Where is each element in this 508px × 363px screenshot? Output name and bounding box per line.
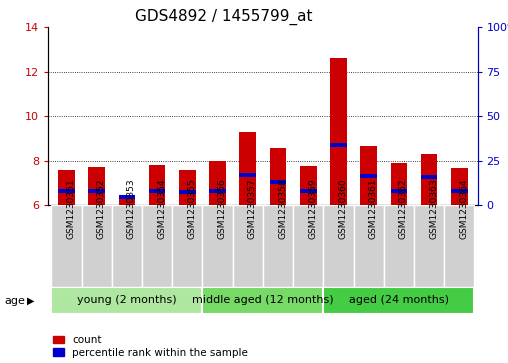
Bar [239, 173, 256, 177]
Bar [239, 132, 256, 205]
Bar [330, 143, 347, 147]
Bar [270, 148, 287, 205]
Bar [179, 190, 196, 194]
Bar [142, 205, 172, 287]
Bar [209, 189, 226, 193]
Bar [391, 189, 407, 193]
Bar [112, 205, 142, 287]
Legend: count, percentile rank within the sample: count, percentile rank within the sample [53, 335, 248, 358]
Text: GSM1230355: GSM1230355 [187, 179, 196, 240]
Text: GSM1230351: GSM1230351 [67, 179, 75, 240]
Bar [451, 189, 468, 193]
Bar [293, 205, 324, 287]
Bar [444, 205, 474, 287]
Bar [360, 146, 377, 205]
Text: GSM1230352: GSM1230352 [97, 179, 106, 240]
Bar [451, 168, 468, 205]
Bar [118, 195, 135, 199]
Text: GSM1230363: GSM1230363 [429, 179, 438, 240]
Bar [324, 287, 474, 314]
Bar [149, 165, 166, 205]
Text: GSM1230362: GSM1230362 [399, 179, 408, 240]
Bar [51, 287, 202, 314]
Bar [81, 205, 112, 287]
Text: GDS4892 / 1455799_at: GDS4892 / 1455799_at [135, 9, 312, 25]
Text: GSM1230353: GSM1230353 [127, 179, 136, 240]
Text: GSM1230359: GSM1230359 [308, 179, 317, 240]
Bar [354, 205, 384, 287]
Bar [202, 287, 324, 314]
Bar [324, 205, 354, 287]
Bar [384, 205, 414, 287]
Bar [300, 189, 316, 193]
Text: ▶: ▶ [27, 295, 34, 306]
Text: GSM1230358: GSM1230358 [278, 179, 287, 240]
Bar [179, 170, 196, 205]
Bar [58, 189, 75, 193]
Bar [391, 163, 407, 205]
Bar [88, 167, 105, 205]
Bar [330, 58, 347, 205]
Text: GSM1230361: GSM1230361 [369, 179, 377, 240]
Text: middle aged (12 months): middle aged (12 months) [192, 295, 334, 305]
Text: GSM1230354: GSM1230354 [157, 179, 166, 240]
Text: young (2 months): young (2 months) [77, 295, 177, 305]
Bar [202, 205, 233, 287]
Bar [360, 174, 377, 178]
Text: GSM1230364: GSM1230364 [459, 179, 468, 240]
Text: age: age [4, 295, 25, 306]
Bar [421, 175, 437, 179]
Text: aged (24 months): aged (24 months) [349, 295, 449, 305]
Text: GSM1230357: GSM1230357 [248, 179, 257, 240]
Bar [51, 205, 81, 287]
Bar [270, 180, 287, 184]
Bar [209, 160, 226, 205]
Bar [58, 170, 75, 205]
Text: GSM1230360: GSM1230360 [338, 179, 347, 240]
Bar [118, 195, 135, 205]
Bar [172, 205, 202, 287]
Bar [149, 189, 166, 193]
Bar [88, 189, 105, 193]
Bar [263, 205, 293, 287]
Bar [300, 166, 316, 205]
Bar [233, 205, 263, 287]
Bar [414, 205, 444, 287]
Text: GSM1230356: GSM1230356 [217, 179, 227, 240]
Bar [421, 154, 437, 205]
